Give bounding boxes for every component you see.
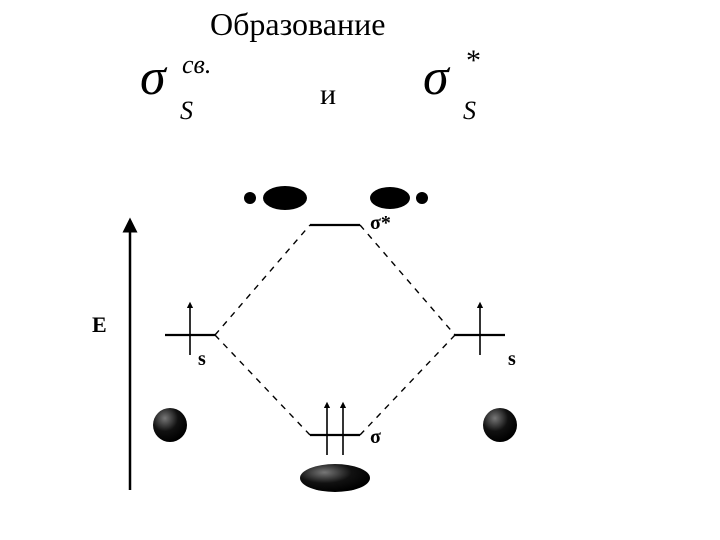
bonding-orbital-icon: [300, 464, 370, 492]
mo-diagram: [0, 0, 720, 540]
correlation-lines: [215, 225, 455, 435]
s-orbital-spheres: [153, 408, 517, 442]
antibonding-orbital-icon: [244, 186, 428, 210]
level-lines: [165, 225, 505, 435]
electron-arrows: [190, 305, 480, 455]
